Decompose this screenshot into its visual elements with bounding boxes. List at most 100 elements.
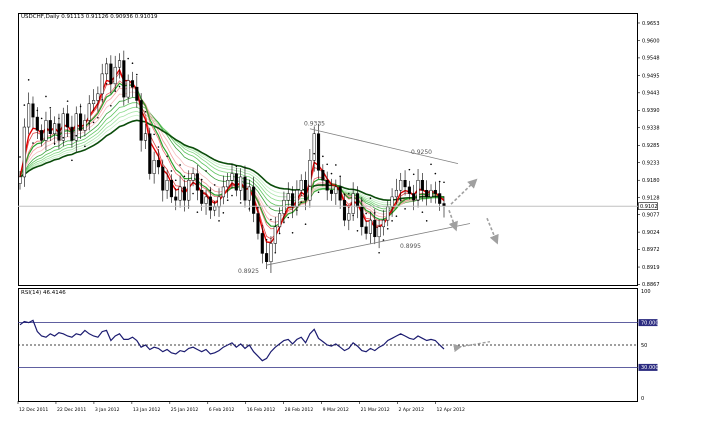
psar-dot bbox=[66, 100, 69, 102]
price-tick-label: 0.9600 bbox=[642, 38, 660, 44]
lower-trendline bbox=[266, 223, 471, 266]
candle-body bbox=[234, 173, 238, 191]
psar-dot bbox=[88, 122, 91, 125]
psar-dot bbox=[161, 167, 164, 170]
price-tick-label: 0.9233 bbox=[642, 160, 660, 166]
time-tick-label: 16 Feb 2012 bbox=[247, 407, 276, 413]
candle-body bbox=[368, 219, 372, 234]
psar-dot bbox=[386, 228, 389, 230]
candle-body bbox=[66, 113, 70, 128]
candle-body bbox=[22, 126, 26, 178]
psar-dot bbox=[378, 251, 380, 254]
psar-dot bbox=[183, 175, 186, 178]
psar-dot bbox=[218, 220, 220, 222]
psar-dot bbox=[300, 201, 303, 204]
psar-dot bbox=[105, 83, 108, 85]
psar-dot bbox=[404, 208, 406, 210]
candle-body bbox=[200, 189, 204, 204]
rsi-tick-label: 50 bbox=[641, 343, 647, 349]
candle-body bbox=[70, 126, 74, 141]
psar-dot bbox=[257, 206, 259, 209]
time-tick-label: 13 Jan 2012 bbox=[133, 407, 161, 413]
psar-dot bbox=[443, 181, 445, 184]
psar-dot bbox=[231, 194, 233, 197]
candle-body bbox=[269, 243, 273, 262]
price-tick-label: 0.9024 bbox=[642, 230, 660, 236]
candle-body bbox=[109, 63, 113, 85]
price-annotation: 0.8995 bbox=[400, 243, 421, 250]
candle-body bbox=[113, 66, 117, 85]
psar-dot bbox=[123, 76, 125, 78]
psar-dot bbox=[23, 104, 26, 106]
candle-body bbox=[87, 103, 91, 121]
psar-dot bbox=[326, 163, 328, 166]
candle-body bbox=[35, 116, 39, 131]
rsi-tick-label: 100 bbox=[641, 289, 651, 295]
candle-body bbox=[217, 196, 221, 208]
psar-dot bbox=[425, 220, 428, 222]
psar-dot bbox=[62, 136, 65, 139]
candle-body bbox=[204, 196, 208, 204]
psar-dot bbox=[36, 109, 39, 112]
psar-dot bbox=[270, 218, 272, 221]
candle-body bbox=[438, 193, 442, 204]
psar-dot bbox=[27, 79, 30, 81]
psar-dot bbox=[365, 212, 367, 215]
time-axis: 12 Dec 2011 22 Dec 2011 3 Jan 2012 13 Jan 2… bbox=[17, 401, 465, 413]
candle-body bbox=[126, 80, 130, 98]
candle-body bbox=[312, 133, 316, 161]
psar-dot bbox=[166, 155, 168, 158]
psar-dot bbox=[343, 193, 346, 196]
price-tick-label: 0.8867 bbox=[642, 282, 660, 288]
candle-body bbox=[143, 133, 148, 141]
candle-body bbox=[213, 206, 217, 211]
candle-body bbox=[165, 180, 169, 191]
candle-body bbox=[412, 193, 416, 201]
psar-dot bbox=[213, 184, 216, 186]
current-price-label: 0.9102 bbox=[640, 204, 658, 210]
time-tick-label: 12 Apr 2012 bbox=[436, 407, 464, 413]
price-tick-label: 0.9128 bbox=[642, 195, 660, 201]
candle-body bbox=[278, 213, 282, 228]
psar-dot bbox=[274, 251, 277, 254]
candle-body bbox=[57, 123, 61, 141]
candle-body bbox=[316, 133, 321, 171]
candle-body bbox=[425, 189, 429, 198]
price-tick-label: 0.9285 bbox=[642, 143, 660, 149]
psar-dot bbox=[369, 197, 372, 200]
price-tick-label: 0.9180 bbox=[642, 178, 660, 184]
psar-dot bbox=[265, 238, 268, 241]
psar-dot bbox=[153, 133, 155, 136]
candle-body bbox=[247, 186, 251, 201]
time-tick-label: 12 Dec 2011 bbox=[19, 407, 48, 413]
projection-arrow bbox=[448, 209, 458, 232]
psar-dot bbox=[49, 106, 52, 109]
psar-dot bbox=[84, 145, 86, 148]
psar-dot bbox=[226, 199, 229, 202]
psar-dot bbox=[79, 105, 82, 108]
candle-body bbox=[104, 63, 109, 75]
psar-dot bbox=[278, 232, 281, 235]
candle-body bbox=[40, 130, 44, 141]
psar-dot bbox=[244, 179, 246, 182]
psar-dot bbox=[291, 231, 294, 234]
price-tick-label: 0.9443 bbox=[642, 91, 660, 97]
rsi-series-line bbox=[19, 319, 445, 362]
psar-dot bbox=[239, 202, 242, 204]
candle-body bbox=[355, 193, 360, 208]
psar-dot bbox=[45, 95, 47, 98]
psar-dot bbox=[174, 179, 177, 182]
psar-dot bbox=[71, 159, 73, 162]
psar-dot bbox=[205, 170, 207, 172]
candle-body bbox=[308, 160, 312, 201]
candle-body bbox=[286, 193, 290, 201]
psar-dot bbox=[356, 230, 359, 232]
candle-body bbox=[295, 189, 299, 208]
price-pane-frame bbox=[18, 13, 638, 286]
candle-body bbox=[364, 226, 368, 234]
candle-body bbox=[260, 233, 264, 254]
price-tick-label: 0.8919 bbox=[642, 265, 660, 271]
psar-dot bbox=[395, 215, 398, 217]
candle-body bbox=[187, 180, 191, 201]
